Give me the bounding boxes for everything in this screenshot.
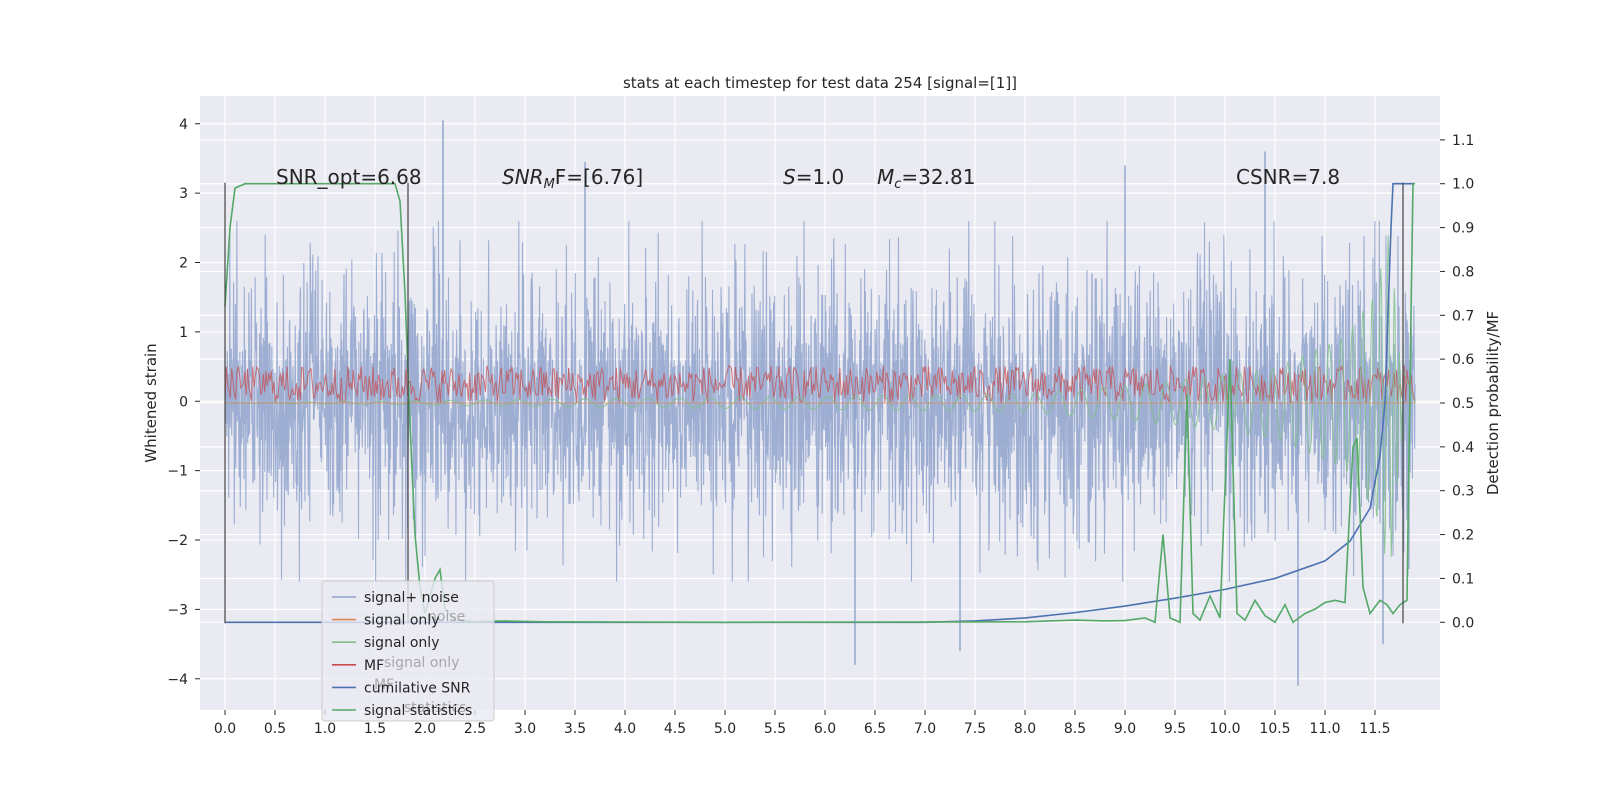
y-tick-label-left: 2 bbox=[179, 256, 188, 272]
annotation-snr-opt: SNR_opt=6.68 bbox=[276, 165, 422, 189]
annotation-mc: Mc=32.81 bbox=[877, 165, 975, 192]
x-tick-label: 6.5 bbox=[864, 721, 886, 737]
x-tick-label: 5.5 bbox=[764, 721, 786, 737]
annotation-mc-value: =32.81 bbox=[901, 165, 975, 189]
y-tick-label-left: −4 bbox=[167, 672, 188, 688]
y-axis-label-right: Detection probability/MF bbox=[1484, 311, 1502, 495]
x-tick-label: 3.0 bbox=[514, 721, 536, 737]
x-tick-label: 0.5 bbox=[264, 721, 286, 737]
y-tick-label-right: 0.2 bbox=[1452, 528, 1474, 544]
annotation-snr-mf-value: F=[6.76] bbox=[555, 165, 643, 189]
x-tick-label: 7.5 bbox=[964, 721, 986, 737]
x-tick-label: 8.5 bbox=[1064, 721, 1086, 737]
x-tick-label: 9.0 bbox=[1114, 721, 1136, 737]
x-tick-label: 5.0 bbox=[714, 721, 736, 737]
legend-ghost-noise: noise bbox=[428, 609, 465, 625]
x-tick-label: 10.0 bbox=[1209, 721, 1240, 737]
y-tick-label-left: −1 bbox=[167, 464, 188, 480]
x-tick-label: 0.0 bbox=[214, 721, 236, 737]
y-tick-label-left: −3 bbox=[167, 602, 188, 618]
y-ticks-right: 0.0 0.1 0.2 0.3 0.4 0.5 0.6 0.7 0.8 0.9 1.0 1.1 bbox=[1440, 133, 1474, 631]
series-cumilative-snr bbox=[225, 182, 1415, 624]
annotation-s: S=1.0 bbox=[783, 165, 844, 189]
legend-label: signal statistics bbox=[364, 703, 472, 719]
legend-ghost-mf: MF bbox=[374, 677, 394, 693]
x-tick-label: 9.5 bbox=[1164, 721, 1186, 737]
y-tick-label-right: 0.7 bbox=[1452, 308, 1474, 324]
x-tick-label: 1.0 bbox=[314, 721, 336, 737]
vertical-markers bbox=[224, 182, 1404, 624]
y-tick-label-right: 0.1 bbox=[1452, 571, 1474, 587]
annotation-mc-subscript: c bbox=[894, 177, 901, 192]
annotation-s-symbol: S bbox=[783, 165, 796, 189]
x-tick-label: 8.0 bbox=[1014, 721, 1036, 737]
annotation-mc-symbol: M bbox=[877, 165, 894, 189]
x-tick-label: 6.0 bbox=[814, 721, 836, 737]
x-tick-label: 10.5 bbox=[1259, 721, 1290, 737]
y-tick-label-right: 0.3 bbox=[1452, 484, 1474, 500]
annotation-snr-mf-subscript: M bbox=[544, 177, 555, 192]
legend: noise signal only MF statistics signal+ … bbox=[321, 580, 495, 722]
series-mf bbox=[224, 365, 1416, 404]
y-tick-label-right: 1.1 bbox=[1452, 133, 1474, 149]
y-tick-label-left: −2 bbox=[167, 533, 188, 549]
x-tick-label: 11.0 bbox=[1309, 721, 1340, 737]
x-tick-label: 4.5 bbox=[664, 721, 686, 737]
legend-ghost-statistics: statistics bbox=[404, 700, 466, 716]
annotations: SNR_opt=6.68 SNRMF=[6.76] S=1.0 Mc=32.81… bbox=[276, 165, 1340, 192]
y-tick-label-right: 0.5 bbox=[1452, 396, 1474, 412]
y-tick-label-left: 4 bbox=[179, 117, 188, 133]
annotation-s-value: =1.0 bbox=[796, 165, 845, 189]
y-tick-label-left: 0 bbox=[179, 394, 188, 410]
legend-label: MF bbox=[364, 658, 384, 674]
y-tick-label-right: 0.0 bbox=[1452, 615, 1474, 631]
y-tick-label-left: 3 bbox=[179, 186, 188, 202]
legend-label: signal only bbox=[364, 635, 439, 651]
y-tick-label-left: 1 bbox=[179, 325, 188, 341]
y-tick-label-right: 0.4 bbox=[1452, 440, 1474, 456]
annotation-csnr: CSNR=7.8 bbox=[1236, 165, 1340, 189]
legend-ghost-text: noise signal only MF statistics bbox=[374, 609, 466, 716]
x-tick-label: 2.5 bbox=[464, 721, 486, 737]
x-tick-label: 3.5 bbox=[564, 721, 586, 737]
legend-label: signal+ noise bbox=[364, 590, 459, 606]
x-ticks: 0.0 0.5 1.0 1.5 2.0 2.5 3.0 3.5 4.0 4.5 5.0 5.5 6.0 6… bbox=[214, 710, 1391, 737]
chart-title: stats at each timestep for test data 254… bbox=[623, 74, 1017, 92]
x-tick-label: 1.5 bbox=[364, 721, 386, 737]
x-tick-label: 4.0 bbox=[614, 721, 636, 737]
y-tick-label-right: 0.8 bbox=[1452, 264, 1474, 280]
annotation-snr-mf-symbol: SNR bbox=[502, 165, 544, 189]
legend-box bbox=[321, 580, 495, 722]
annotation-snr-mf: SNRMF=[6.76] bbox=[502, 165, 643, 192]
y-tick-label-right: 0.9 bbox=[1452, 221, 1474, 237]
legend-ghost-signal-only: signal only bbox=[384, 655, 459, 671]
y-tick-label-right: 1.0 bbox=[1452, 177, 1474, 193]
x-tick-label: 2.0 bbox=[414, 721, 436, 737]
y-axis-label-left: Whitened strain bbox=[142, 343, 160, 462]
legend-label: signal only bbox=[364, 613, 439, 629]
y-tick-label-right: 0.6 bbox=[1452, 352, 1474, 368]
legend-label: cumilative SNR bbox=[364, 680, 471, 696]
y-ticks-left: −4 −3 −2 −1 0 1 2 3 4 bbox=[167, 117, 200, 688]
x-tick-label: 7.0 bbox=[914, 721, 936, 737]
x-tick-label: 11.5 bbox=[1359, 721, 1390, 737]
